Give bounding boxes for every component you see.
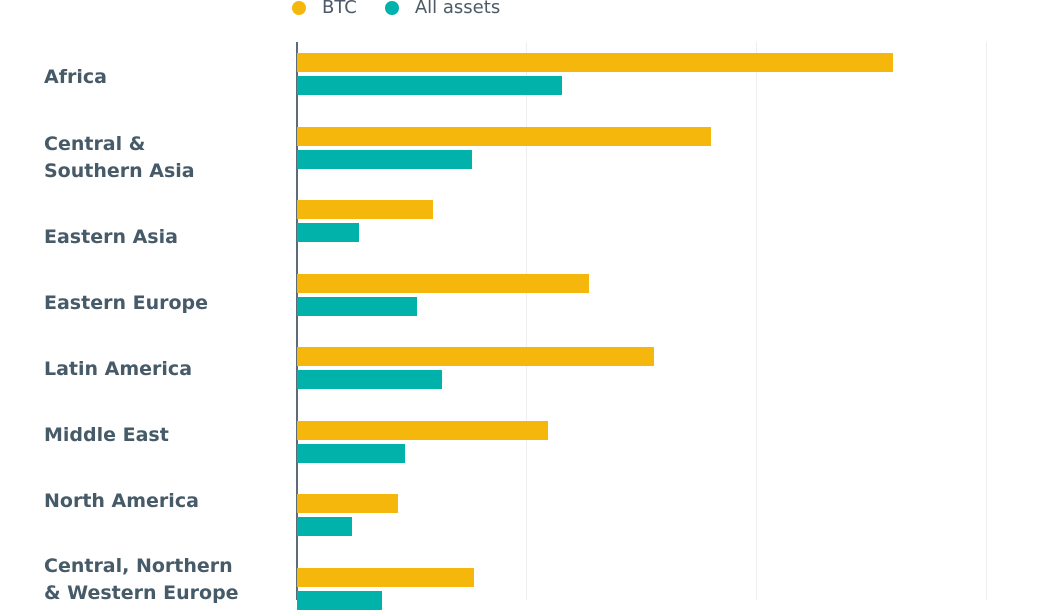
bar-all-assets[interactable]: [297, 517, 352, 536]
bar-all-assets[interactable]: [297, 296, 417, 316]
legend-label: BTC: [322, 0, 357, 18]
legend-label: All assets: [414, 0, 501, 18]
category-label: Middle East: [44, 424, 169, 446]
category-label: Central & Southern Asia: [44, 133, 195, 182]
legend-dot-icon: [384, 0, 399, 15]
bar-all-assets[interactable]: [297, 223, 359, 242]
gridline: [986, 42, 987, 600]
plot-area: [296, 42, 996, 610]
bar-btc[interactable]: [297, 273, 589, 293]
category-label: Latin America: [44, 358, 193, 380]
bar-all-assets[interactable]: [297, 443, 405, 463]
chart-legend: BTC All assets: [292, 0, 528, 18]
category-label: Eastern Europe: [44, 292, 209, 314]
bar-btc[interactable]: [297, 53, 893, 72]
gridline: [526, 42, 527, 600]
gridline: [756, 42, 757, 600]
bar-all-assets[interactable]: [297, 590, 382, 610]
category-label: Africa: [44, 66, 107, 88]
legend-dot-icon: [292, 0, 306, 15]
bar-btc[interactable]: [297, 494, 398, 513]
bar-all-assets[interactable]: [297, 370, 442, 389]
bar-btc[interactable]: [297, 567, 474, 587]
bar-all-assets[interactable]: [297, 76, 562, 95]
bar-btc[interactable]: [297, 126, 711, 146]
category-label: Central, Northern & Western Europe: [44, 555, 239, 604]
bar-all-assets[interactable]: [297, 149, 472, 169]
legend-item-btc[interactable]: BTC: [292, 0, 357, 18]
bar-btc[interactable]: [297, 347, 654, 366]
y-axis-line: [296, 42, 298, 600]
legend-item-all-assets[interactable]: All assets: [384, 0, 501, 18]
category-label: North America: [44, 490, 199, 512]
bar-btc[interactable]: [297, 420, 548, 440]
bar-btc[interactable]: [297, 200, 433, 219]
category-label: Eastern Asia: [44, 226, 178, 248]
